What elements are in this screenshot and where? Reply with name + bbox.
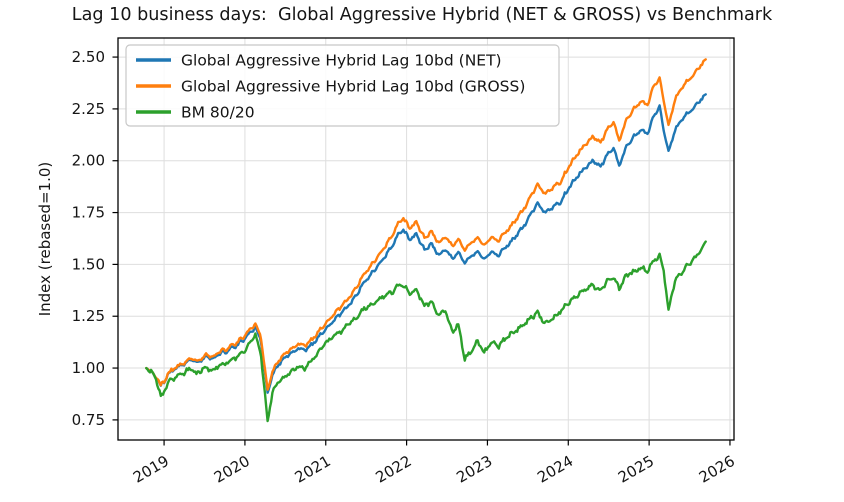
axis-ticks — [112, 56, 731, 446]
y-tick-label-1.50: 1.50 — [72, 255, 105, 273]
legend-label-bm: BM 80/20 — [181, 104, 255, 122]
series-line-bm — [145, 240, 707, 423]
legend-entry-bm: BM 80/20 — [136, 104, 255, 122]
y-tick-label-2.25: 2.25 — [72, 100, 105, 118]
y-tick-label-2.50: 2.50 — [72, 48, 105, 66]
x-tick-label-2021: 2021 — [292, 452, 334, 487]
legend-label-net: Global Aggressive Hybrid Lag 10bd (NET) — [181, 52, 502, 70]
legend-entry-net: Global Aggressive Hybrid Lag 10bd (NET) — [136, 52, 502, 70]
y-tick-label-1.00: 1.00 — [72, 359, 105, 377]
x-tick-label-2026: 2026 — [696, 452, 738, 487]
y-tick-label-1.75: 1.75 — [72, 204, 105, 222]
y-tick-label-0.75: 0.75 — [72, 411, 105, 429]
x-tick-label-2019: 2019 — [130, 452, 172, 487]
y-axis-label: Index (rebased=1.0) — [36, 162, 54, 317]
legend-label-gross: Global Aggressive Hybrid Lag 10bd (GROSS… — [181, 78, 525, 96]
x-tick-label-2023: 2023 — [453, 452, 495, 487]
y-tick-label-1.25: 1.25 — [72, 307, 105, 325]
plot-border — [117, 37, 735, 441]
grid — [118, 38, 734, 440]
x-tick-label-2024: 2024 — [534, 452, 576, 487]
x-tick-label-2022: 2022 — [373, 452, 415, 487]
x-tick-label-2020: 2020 — [211, 452, 253, 487]
y-tick-label-2.00: 2.00 — [72, 152, 105, 170]
x-tick-label-2025: 2025 — [615, 452, 657, 487]
legend-box — [125, 44, 560, 127]
series-line-gross — [145, 58, 707, 391]
legend-entry-gross: Global Aggressive Hybrid Lag 10bd (GROSS… — [136, 78, 525, 96]
chart-title: Lag 10 business days: Global Aggressive … — [71, 5, 773, 25]
legend: Global Aggressive Hybrid Lag 10bd (NET) G… — [125, 44, 560, 127]
